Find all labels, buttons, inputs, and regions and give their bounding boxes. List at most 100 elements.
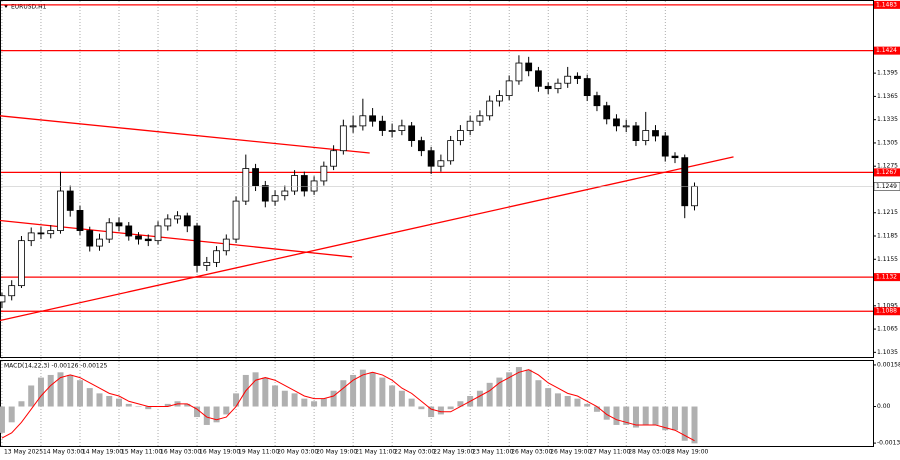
histogram-bar xyxy=(340,380,347,407)
candle-body xyxy=(76,210,84,231)
histogram-bar xyxy=(194,406,201,418)
y-tick-label: 1.1395 xyxy=(877,70,898,77)
candle-body xyxy=(213,250,220,263)
candle-body xyxy=(486,100,494,117)
candle-body xyxy=(447,140,455,162)
candle-body xyxy=(193,225,201,266)
candle-body xyxy=(652,130,659,137)
histogram-bar xyxy=(47,374,54,407)
candle-body xyxy=(437,160,445,167)
current-price-bg xyxy=(873,182,900,191)
histogram-bar xyxy=(18,401,25,407)
candle-body xyxy=(505,80,513,97)
level-label: 1.1088 xyxy=(876,308,897,315)
candle-body xyxy=(8,285,16,297)
chart-title: EURUSD,H1 xyxy=(11,4,47,11)
y-tick-label: 1.1185 xyxy=(877,233,898,240)
current-price-label: 1.1249 xyxy=(876,183,897,190)
histogram-bar xyxy=(662,406,669,431)
candle-body xyxy=(691,185,698,207)
histogram-bar xyxy=(554,393,561,407)
candle-body xyxy=(291,175,298,192)
histogram-bar xyxy=(301,398,308,407)
histogram-bar xyxy=(535,380,542,407)
histogram-bar xyxy=(320,398,327,407)
x-tick-label: 22 May 19:00 xyxy=(433,449,474,456)
x-tick-label: 26 May 19:00 xyxy=(550,449,591,456)
histogram-bar xyxy=(106,396,113,407)
candle-body xyxy=(242,168,250,202)
candle-body xyxy=(583,78,591,97)
candle-body xyxy=(66,190,74,211)
y-tick-label: 1.1065 xyxy=(877,326,898,333)
candle-body xyxy=(281,190,289,197)
candle-body xyxy=(564,75,572,84)
histogram-bar xyxy=(681,406,688,441)
x-tick-label: 19 May 11:00 xyxy=(238,449,279,456)
histogram-bar xyxy=(642,406,649,425)
y-tick-label: 1.1035 xyxy=(877,349,898,356)
histogram-bar xyxy=(203,406,210,425)
histogram-bar xyxy=(311,401,318,407)
histogram-bar xyxy=(164,403,171,407)
candle-body xyxy=(642,130,650,142)
candle-body xyxy=(320,165,328,182)
candle-body xyxy=(681,157,689,207)
histogram-bar xyxy=(28,385,35,407)
candle-body xyxy=(476,115,484,122)
x-tick-label: 28 May 19:00 xyxy=(667,449,708,456)
y-tick-label: 0.00 xyxy=(877,403,891,410)
candle-body xyxy=(271,195,279,202)
candle-body xyxy=(164,218,172,227)
y-tick-label: -0.00139 xyxy=(877,440,900,447)
candle-body xyxy=(232,200,240,240)
histogram-bar xyxy=(408,398,415,407)
candle-body xyxy=(388,130,396,132)
histogram-bar xyxy=(603,406,610,420)
candle-body xyxy=(427,150,435,167)
histogram-bar xyxy=(418,406,425,410)
candle-body xyxy=(115,222,123,227)
candle-body xyxy=(622,125,630,128)
histogram-bar xyxy=(330,390,337,407)
histogram-bar xyxy=(184,403,191,407)
candle-body xyxy=(593,95,601,107)
candle-body xyxy=(671,155,679,159)
level-label-bg xyxy=(874,0,900,9)
histogram-bar xyxy=(125,403,132,407)
histogram-bar xyxy=(632,406,639,428)
candle-body xyxy=(369,115,377,122)
candle-body xyxy=(310,180,318,192)
candle-body xyxy=(535,70,542,87)
histogram-bar xyxy=(291,393,298,407)
histogram-bar xyxy=(116,398,123,407)
candle-body xyxy=(515,62,523,82)
level-label: 1.1267 xyxy=(876,169,897,176)
y-tick-label: 1.1305 xyxy=(877,139,898,146)
histogram-bar xyxy=(350,374,357,407)
candle-body xyxy=(408,125,416,142)
histogram-bar xyxy=(379,377,386,407)
indicator-title: MACD(14,22,3) -0.00126 -0.00125 xyxy=(4,363,108,370)
candle-body xyxy=(154,225,162,242)
histogram-bar xyxy=(525,369,532,407)
histogram-bar xyxy=(0,406,5,433)
y-tick-label: 1.1365 xyxy=(877,93,898,100)
candle-body xyxy=(466,120,474,131)
histogram-bar xyxy=(8,406,15,423)
candle-body xyxy=(613,118,620,127)
y-tick-label: 1.1215 xyxy=(877,209,898,216)
x-tick-label: 20 May 03:00 xyxy=(277,449,318,456)
histogram-bar xyxy=(564,396,571,407)
histogram-bar xyxy=(57,372,64,407)
histogram-bar xyxy=(223,406,230,415)
histogram-bar xyxy=(213,406,220,423)
histogram-bar xyxy=(486,382,493,407)
candle-body xyxy=(125,225,133,237)
histogram-bar xyxy=(457,401,464,407)
candle-body xyxy=(222,238,230,252)
histogram-bar xyxy=(37,377,44,407)
histogram-bar xyxy=(691,406,698,444)
histogram-bar xyxy=(262,377,269,407)
